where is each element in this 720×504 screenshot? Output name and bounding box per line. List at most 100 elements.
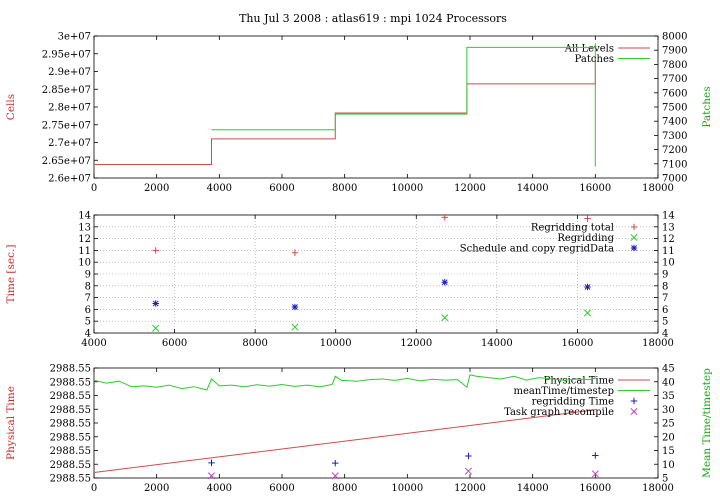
x-tick-label: 4000	[207, 483, 232, 494]
y-tick-label: 2.8e+07	[48, 103, 91, 114]
x-tick-label: 4000	[81, 338, 106, 349]
data-point-2	[465, 452, 472, 460]
y2-tick-label: 10	[662, 258, 675, 269]
regrid-time-chart: 4000 6000 8000 10000 12000 14000 16000 18000456…	[5, 211, 675, 350]
y2-tick-label: 12	[662, 234, 675, 245]
y2-tick-label: 7000	[662, 174, 687, 185]
y-tick-label: 2.6e+07	[48, 174, 91, 185]
legend-label: Schedule and copy regridData	[460, 244, 614, 255]
y2-tick-label: 7700	[662, 74, 687, 85]
y-tick-label: 12	[78, 234, 91, 245]
y-tick-label: 7	[85, 293, 91, 304]
y-tick-label: 8	[85, 281, 91, 292]
y-tick-label: 2988.55	[50, 391, 91, 402]
data-point-1	[291, 323, 299, 331]
x-tick-label: 10000	[391, 483, 423, 494]
series-line-0	[94, 57, 596, 165]
data-point-2	[152, 300, 159, 307]
y2-tick-label: 8	[662, 281, 668, 292]
cells-patches-chart: 0 2000 4000 6000 8000 10000 12000 14000 16000 180…	[5, 32, 713, 195]
x-tick-label: 0	[91, 483, 97, 494]
legend-label: meanTime/timestep	[513, 386, 614, 397]
y-axis-label: Time [sec.]	[5, 245, 17, 304]
x-tick-label: 18000	[642, 338, 674, 349]
y-tick-label: 2.65e+07	[42, 156, 91, 167]
legend-label: regridding Time	[532, 397, 614, 408]
x-tick-label: 18000	[642, 483, 674, 494]
y2-tick-label: 7100	[662, 159, 687, 170]
y2-tick-label: 9	[662, 270, 668, 281]
y-tick-label: 2988.55	[50, 419, 91, 430]
y2-tick-label: 7500	[662, 103, 687, 114]
y2-tick-label: 40	[662, 377, 675, 388]
x-tick-label: 16000	[579, 483, 611, 494]
y-tick-label: 6	[85, 305, 91, 316]
y-tick-label: 2988.55	[50, 474, 91, 485]
y-tick-label: 3e+07	[58, 32, 91, 43]
y2-tick-label: 20	[662, 432, 675, 443]
data-point-2	[592, 452, 599, 459]
legend-label: Physical Time	[544, 376, 614, 387]
data-point-3	[331, 472, 339, 480]
y-tick-label: 2988.55	[50, 405, 91, 416]
data-point-0	[152, 247, 159, 254]
x-tick-label: 18000	[642, 183, 674, 194]
y-tick-label: 11	[78, 246, 91, 257]
y2-tick-label: 30	[662, 405, 675, 416]
y2-tick-label: 7300	[662, 131, 687, 142]
legend-label: Regridding	[557, 233, 614, 244]
y2-axis-label: Mean Time/timestep	[701, 368, 713, 478]
y2-tick-label: 7200	[662, 145, 687, 156]
x-tick-label: 6000	[269, 483, 294, 494]
data-point-3	[464, 467, 472, 475]
data-point-2	[208, 459, 215, 467]
plots: 0 2000 4000 6000 8000 10000 12000 14000 16000 180…	[5, 32, 713, 495]
x-tick-label: 6000	[269, 183, 294, 194]
data-point-1	[583, 309, 592, 317]
data-point-0	[584, 215, 591, 222]
data-point-2	[332, 459, 339, 467]
legend-label: Patches	[575, 54, 614, 65]
x-tick-label: 4000	[207, 183, 232, 194]
legend-marker	[630, 244, 638, 252]
x-tick-label: 2000	[144, 483, 169, 494]
data-point-3	[591, 470, 599, 478]
y-tick-label: 2.85e+07	[42, 85, 91, 96]
y2-tick-label: 7600	[662, 88, 687, 99]
y-tick-label: 9	[85, 270, 91, 281]
data-point-3	[207, 472, 216, 480]
y2-tick-label: 10	[662, 460, 675, 471]
y2-tick-label: 45	[662, 364, 675, 375]
x-tick-label: 8000	[242, 338, 267, 349]
y2-tick-label: 7	[662, 293, 668, 304]
y-axis-label: Physical Time	[5, 386, 17, 460]
y2-tick-label: 35	[662, 391, 675, 402]
x-tick-label: 0	[91, 183, 97, 194]
y-tick-label: 2988.55	[50, 432, 91, 443]
data-point-2	[441, 279, 448, 286]
x-tick-label: 10000	[320, 338, 352, 349]
y2-tick-label: 7800	[662, 60, 687, 71]
x-tick-label: 2000	[144, 183, 169, 194]
y2-tick-label: 7400	[662, 117, 687, 128]
legend-label: Task graph recompile	[504, 407, 614, 418]
y-tick-label: 2988.55	[50, 446, 91, 457]
y2-tick-label: 11	[662, 246, 675, 257]
y-tick-label: 2988.55	[50, 364, 91, 375]
series-line-1	[93, 374, 596, 391]
y2-tick-label: 15	[662, 446, 675, 457]
y-tick-label: 2.75e+07	[42, 120, 91, 131]
y2-tick-label: 5	[662, 474, 668, 485]
legend-marker	[630, 397, 638, 405]
y-tick-label: 13	[78, 222, 91, 233]
y2-tick-label: 7900	[662, 46, 687, 57]
y2-tick-label: 6	[662, 305, 668, 316]
y2-tick-label: 5	[662, 317, 668, 328]
legend-marker	[630, 223, 638, 231]
x-tick-label: 10000	[391, 183, 423, 194]
x-tick-label: 16000	[562, 338, 594, 349]
x-tick-label: 8000	[332, 483, 357, 494]
series-line-0	[93, 409, 596, 473]
data-point-2	[584, 283, 591, 291]
data-point-1	[152, 324, 160, 332]
